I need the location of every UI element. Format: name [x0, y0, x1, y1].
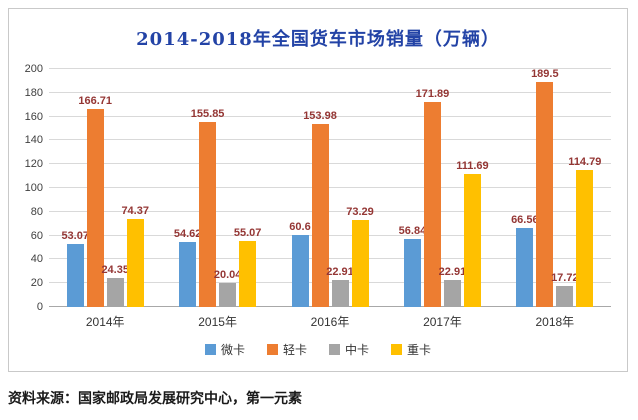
legend-label: 中卡: [345, 343, 370, 357]
plot-row: 0 20 40 60 80 100 120 140 160 180 200 53.07 166.71 2…: [19, 63, 611, 313]
y-tick-label: 0: [36, 301, 43, 313]
bar-value-label: 155.85: [190, 107, 225, 120]
y-tick-label: 180: [24, 86, 43, 99]
bar-value-label: 22.91: [438, 265, 467, 278]
bar-value-label: 54.62: [173, 228, 202, 241]
bar-value-label: 24.35: [101, 264, 129, 277]
bar-value-label: 153.98: [303, 109, 337, 122]
legend-label: 重卡: [407, 343, 432, 357]
gridline: [49, 68, 611, 69]
legend: 微卡 轻卡 中卡 重卡: [9, 341, 627, 358]
gridline: [49, 187, 611, 188]
bar-中卡: 20.04: [214, 269, 241, 307]
gridline: [49, 282, 611, 284]
bar-value-label: 114.79: [568, 156, 602, 169]
legend-item-重卡: 重卡: [391, 341, 431, 358]
legend-swatch: [266, 344, 278, 355]
bar-重卡: 74.37: [121, 205, 149, 307]
legend-swatch: [329, 344, 340, 355]
bar-value-label: 55.07: [233, 227, 262, 240]
gridline: [49, 210, 611, 212]
bar-value-label: 60.6: [289, 220, 311, 233]
bar-轻卡: 189.5: [531, 68, 559, 307]
y-axis: 0 20 40 60 80 100 120 140 160 180 200: [19, 63, 49, 313]
legend-swatch: [391, 344, 403, 355]
bar-group: 66.56 189.5 17.72 114.79: [499, 68, 611, 307]
x-axis-line: [49, 306, 611, 307]
x-tick-label: 2014年: [85, 315, 125, 329]
y-tick-label: 100: [24, 182, 43, 194]
bar-微卡: 54.62: [174, 228, 201, 307]
bar-value-label: 111.69: [456, 160, 489, 173]
y-tick-label: 60: [30, 229, 43, 242]
bar-group: 56.84 171.89 22.91 111.69: [386, 69, 498, 307]
bar-微卡: 60.6: [289, 221, 311, 307]
bar-重卡: 111.69: [456, 160, 489, 307]
y-tick-label: 160: [24, 110, 43, 123]
bar-value-label: 53.07: [61, 229, 89, 242]
bar-轻卡: 166.71: [78, 95, 112, 307]
bar-微卡: 53.07: [61, 230, 89, 307]
source-text: 资料来源：国家邮政局发展研究中心，第一元素: [8, 390, 302, 406]
bar-value-label: 171.89: [415, 88, 450, 101]
x-tick-label: 2018年: [535, 315, 575, 329]
y-tick-label: 140: [24, 134, 43, 147]
bar-微卡: 66.56: [511, 214, 539, 307]
bar-groups: 53.07 166.71 24.35 74.37 54.62 155.85 20.04 55.…: [49, 68, 611, 307]
bar-value-label: 189.5: [531, 67, 559, 80]
bar-中卡: 24.35: [101, 264, 129, 307]
gridline: [49, 139, 611, 141]
bar-轻卡: 155.85: [191, 108, 224, 307]
chart-title: 2014-2018年全国货车市场销量（万辆）: [136, 29, 500, 50]
bar-微卡: 56.84: [399, 225, 426, 307]
gridline: [49, 91, 611, 93]
bar-中卡: 22.91: [439, 266, 466, 307]
bar-value-label: 66.56: [511, 213, 539, 226]
bar-value-label: 73.29: [346, 205, 374, 218]
gridline: [49, 258, 611, 260]
legend-label: 轻卡: [282, 343, 307, 357]
x-axis: 2014年 2015年 2016年 2017年 2018年: [49, 313, 611, 330]
bar-重卡: 114.79: [568, 156, 601, 307]
bar-重卡: 55.07: [234, 227, 261, 307]
y-tick-label: 80: [30, 205, 43, 218]
bar-group: 54.62 155.85 20.04 55.07: [161, 69, 273, 307]
bar-group: 53.07 166.71 24.35 74.37: [49, 69, 161, 307]
legend-item-中卡: 中卡: [329, 341, 369, 358]
y-tick-label: 200: [24, 63, 43, 75]
y-tick-label: 20: [30, 277, 43, 290]
bar-value-label: 17.72: [551, 271, 579, 284]
bar-value-label: 20.04: [213, 269, 242, 282]
legend-item-微卡: 微卡: [204, 341, 245, 358]
y-tick-label: 120: [24, 158, 43, 171]
gridline: [49, 115, 611, 117]
bar-轻卡: 171.89: [416, 88, 449, 307]
bar-中卡: 22.91: [326, 266, 354, 307]
gridlines: [49, 68, 611, 307]
bar-中卡: 17.72: [551, 272, 579, 307]
bar-value-label: 166.71: [78, 94, 113, 107]
x-tick-label: 2015年: [198, 315, 237, 329]
bar-group: 60.6 153.98 22.91 73.29: [274, 69, 386, 307]
bar-value-label: 56.84: [398, 225, 427, 238]
gridline: [49, 163, 611, 165]
bar-value-label: 22.91: [326, 265, 354, 278]
bar-value-label: 74.37: [121, 204, 149, 217]
y-tick-label: 40: [30, 253, 43, 266]
legend-label: 微卡: [220, 343, 245, 357]
legend-item-轻卡: 轻卡: [266, 341, 307, 358]
legend-swatch: [204, 344, 216, 355]
bar-轻卡: 153.98: [303, 110, 337, 307]
truck-sales-chart: 2014-2018年全国货车市场销量（万辆） 0 20 40 60 80 100 120 14…: [8, 8, 628, 372]
bar-重卡: 73.29: [346, 206, 374, 307]
x-tick-label: 2017年: [423, 315, 462, 329]
gridline: [49, 234, 611, 236]
x-tick-label: 2016年: [310, 315, 350, 329]
plot-area: 53.07 166.71 24.35 74.37 54.62 155.85 20.04 55.…: [49, 68, 611, 307]
